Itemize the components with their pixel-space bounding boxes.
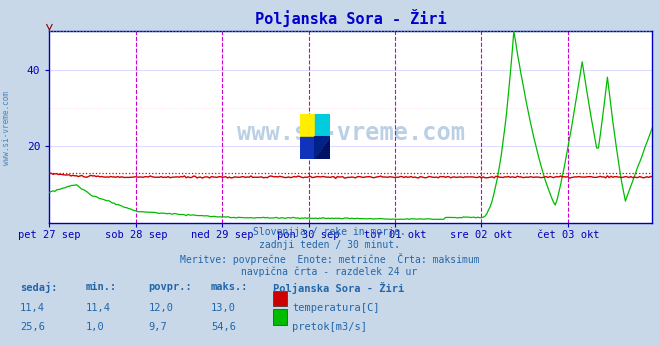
- Text: pretok[m3/s]: pretok[m3/s]: [292, 322, 367, 332]
- Text: www.si-vreme.com: www.si-vreme.com: [237, 121, 465, 145]
- Text: temperatura[C]: temperatura[C]: [292, 303, 380, 313]
- Text: www.si-vreme.com: www.si-vreme.com: [2, 91, 11, 165]
- Text: 9,7: 9,7: [148, 322, 167, 332]
- Bar: [300, 137, 315, 159]
- Text: 1,0: 1,0: [86, 322, 104, 332]
- Text: 13,0: 13,0: [211, 303, 236, 313]
- Bar: [300, 114, 315, 137]
- Text: povpr.:: povpr.:: [148, 282, 192, 292]
- Title: Poljanska Sora - Žiri: Poljanska Sora - Žiri: [255, 9, 447, 27]
- Text: min.:: min.:: [86, 282, 117, 292]
- Text: 12,0: 12,0: [148, 303, 173, 313]
- Text: 11,4: 11,4: [20, 303, 45, 313]
- Text: navpična črta - razdelek 24 ur: navpična črta - razdelek 24 ur: [241, 266, 418, 276]
- Polygon shape: [315, 137, 330, 159]
- Text: 25,6: 25,6: [20, 322, 45, 332]
- Text: Slovenija / reke in morje.: Slovenija / reke in morje.: [253, 227, 406, 237]
- Polygon shape: [315, 137, 330, 159]
- Text: 11,4: 11,4: [86, 303, 111, 313]
- Text: Meritve: povprečne  Enote: metrične  Črta: maksimum: Meritve: povprečne Enote: metrične Črta:…: [180, 253, 479, 265]
- Text: maks.:: maks.:: [211, 282, 248, 292]
- Text: sedaj:: sedaj:: [20, 282, 57, 293]
- Text: 54,6: 54,6: [211, 322, 236, 332]
- Text: zadnji teden / 30 minut.: zadnji teden / 30 minut.: [259, 240, 400, 250]
- Bar: [315, 114, 330, 137]
- Text: Poljanska Sora - Žiri: Poljanska Sora - Žiri: [273, 282, 405, 294]
